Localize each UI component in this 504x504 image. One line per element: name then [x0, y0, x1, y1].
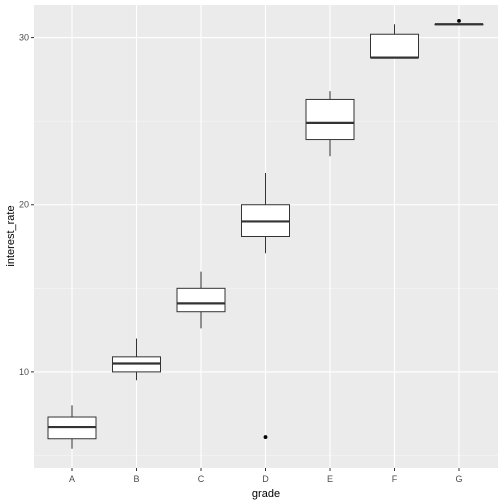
- x-axis-title: grade: [252, 488, 280, 500]
- boxplot-A: [47, 405, 97, 449]
- x-tick-label: G: [455, 474, 462, 484]
- y-tick-label: 20: [19, 200, 29, 210]
- x-tick-label: C: [198, 474, 205, 484]
- box-iqr: [176, 287, 226, 313]
- boxplot-G: [434, 18, 484, 26]
- x-tick-label: D: [262, 474, 269, 484]
- outlier-point: [263, 435, 268, 439]
- y-tick-label: 30: [19, 33, 29, 43]
- outlier-point: [457, 18, 461, 23]
- boxplot-C: [176, 271, 226, 329]
- x-tick-label: A: [69, 474, 75, 484]
- y-tick-label: 10: [19, 367, 29, 377]
- boxplot-F: [370, 24, 419, 59]
- y-axis-title: interest_rate: [5, 205, 17, 266]
- grid-lines: [34, 5, 498, 468]
- axes: 10 20 30 A B C D E F G: [19, 33, 463, 484]
- x-tick-label: E: [327, 474, 333, 484]
- box-iqr: [370, 33, 419, 59]
- boxplot-E: [305, 91, 355, 157]
- x-tick-label: B: [133, 474, 139, 484]
- boxplot-B: [112, 338, 161, 381]
- boxes: [47, 18, 484, 449]
- x-tick-label: F: [392, 474, 398, 484]
- boxplot-D: [241, 172, 290, 439]
- box-iqr: [305, 98, 355, 141]
